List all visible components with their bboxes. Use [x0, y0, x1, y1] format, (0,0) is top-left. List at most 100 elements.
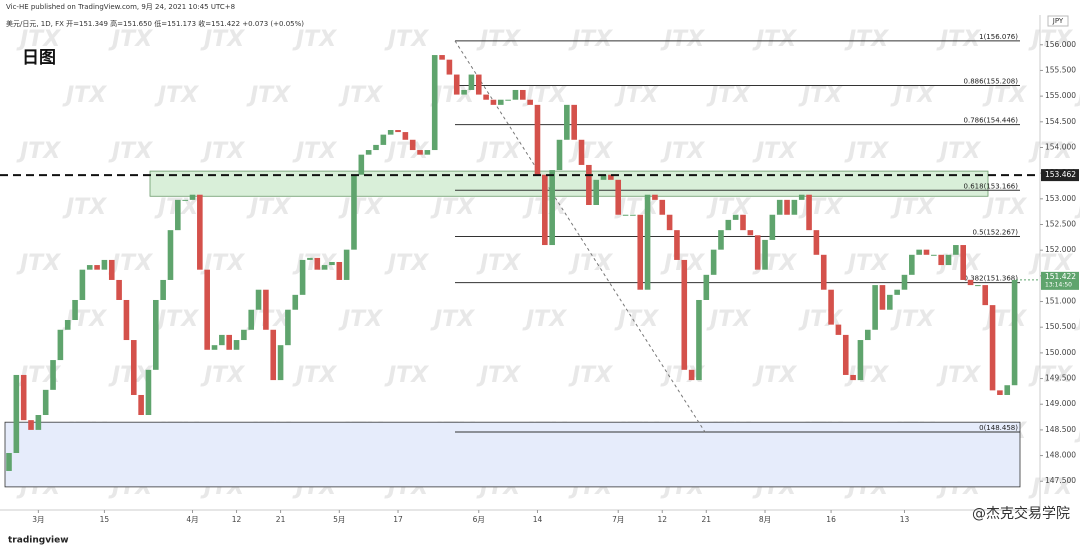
- candle-body: [182, 199, 188, 201]
- candle-body: [732, 214, 739, 220]
- watermark: JTX: [614, 83, 659, 108]
- candle-body: [894, 289, 900, 295]
- x-tick-label: 17: [393, 515, 403, 524]
- watermark: JTX: [108, 251, 153, 276]
- candle-body: [79, 269, 86, 300]
- candle-body: [417, 150, 423, 155]
- candle-body: [461, 89, 467, 95]
- candle-body: [490, 99, 497, 105]
- candle-body: [307, 257, 313, 260]
- watermark: JTX: [430, 307, 475, 332]
- candle-body: [453, 74, 460, 95]
- watermark: JTX: [384, 251, 429, 276]
- watermark: JTX: [1028, 475, 1073, 500]
- y-tick-label: 149.000: [1045, 399, 1076, 408]
- candle-body: [945, 254, 952, 266]
- candle-body: [909, 254, 915, 275]
- y-tick-label: 154.000: [1045, 142, 1076, 151]
- watermark: JTX: [890, 195, 935, 220]
- candle-body: [130, 340, 137, 395]
- candle-body: [842, 334, 849, 375]
- currency: JPY: [1052, 17, 1064, 25]
- watermark: JTX: [706, 83, 751, 108]
- candle-body: [94, 265, 100, 270]
- candle-body: [365, 150, 372, 155]
- watermark: JTX: [936, 27, 981, 52]
- candle-body: [57, 329, 64, 361]
- x-tick-label: 21: [702, 515, 712, 524]
- candle-body: [211, 345, 218, 350]
- candle-body: [967, 279, 974, 286]
- candle-body: [630, 214, 636, 216]
- candle-body: [901, 274, 908, 290]
- candle-body: [219, 334, 225, 346]
- watermark: JTX: [844, 27, 889, 52]
- y-tick-label: 149.500: [1045, 374, 1076, 383]
- watermark: JTX: [936, 139, 981, 164]
- watermark: JTX: [660, 139, 705, 164]
- candle-body: [321, 265, 328, 270]
- fib-label: 0.786(154.446): [964, 117, 1019, 125]
- y-tick-label: 150.500: [1045, 322, 1076, 331]
- x-tick-label: 15: [100, 515, 110, 524]
- watermark: JTX: [476, 363, 521, 388]
- watermark: JTX: [936, 363, 981, 388]
- candle-body: [387, 130, 394, 135]
- watermark: JTX: [568, 363, 613, 388]
- x-tick-label: 3月: [32, 515, 44, 524]
- candle-body: [241, 329, 247, 341]
- candle-body: [505, 99, 511, 101]
- fib-label: 0.5(152.267): [972, 228, 1018, 236]
- watermark: JTX: [798, 83, 843, 108]
- x-tick-label: 12: [657, 515, 667, 524]
- watermark: JTX: [384, 27, 429, 52]
- candle-body: [255, 289, 262, 310]
- watermark: JTX: [752, 139, 797, 164]
- watermark: JTX: [982, 195, 1027, 220]
- candle-body: [879, 285, 886, 310]
- candle-body: [586, 164, 592, 205]
- x-tick-label: 4月: [186, 515, 198, 524]
- candle-body: [666, 214, 673, 231]
- candle-body: [982, 285, 989, 306]
- candle-body: [86, 265, 93, 270]
- candle-body: [769, 214, 776, 240]
- candle-body: [754, 235, 761, 270]
- candle-body: [857, 340, 864, 381]
- x-tick-label: 5月: [333, 515, 345, 524]
- watermark: JTX: [338, 307, 383, 332]
- candle-body: [593, 179, 599, 205]
- candle-body: [820, 254, 827, 290]
- candle-body: [688, 369, 695, 381]
- watermark: JTX: [430, 195, 475, 220]
- watermark: JTX: [338, 83, 383, 108]
- candle-body: [615, 179, 622, 215]
- candle-body: [828, 289, 834, 325]
- candle-body: [512, 89, 519, 100]
- watermark: JTX: [430, 83, 475, 108]
- candle-body: [13, 374, 20, 454]
- candle-body: [784, 199, 790, 215]
- candle-body: [64, 320, 71, 330]
- fib-label: 0.618(153.166): [964, 182, 1019, 190]
- watermark: JTX: [154, 307, 199, 332]
- watermark: JTX: [1028, 251, 1073, 276]
- last-price-label: 151.422: [1045, 272, 1076, 281]
- x-tick-label: 13: [900, 515, 910, 524]
- candle-body: [989, 305, 996, 391]
- watermark: JTX: [798, 195, 843, 220]
- watermark: JTX: [292, 27, 337, 52]
- watermark: JTX: [568, 139, 613, 164]
- candle-body: [960, 245, 966, 280]
- candle-body: [674, 230, 680, 260]
- candle-body: [270, 329, 277, 381]
- candle-body: [299, 259, 306, 295]
- watermark: JTX: [62, 195, 107, 220]
- candle-body: [725, 219, 732, 231]
- candle-body: [864, 329, 871, 341]
- fib-label: 1(156.076): [979, 33, 1018, 41]
- candle-body: [681, 259, 688, 370]
- candle-body: [108, 259, 115, 280]
- watermark: JTX: [614, 195, 659, 220]
- candle-body: [835, 324, 842, 335]
